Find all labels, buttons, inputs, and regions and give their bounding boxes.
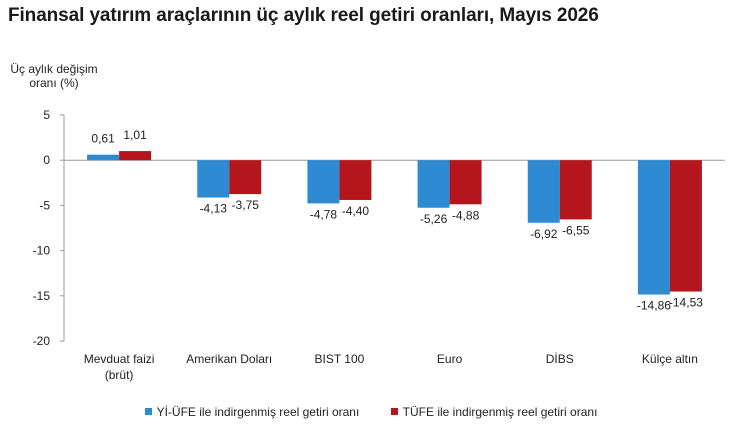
data-label: -4,40 [342, 204, 370, 218]
legend-label-tufe: TÜFE ile indirgenmiş reel getiri oranı [402, 404, 598, 419]
legend-swatch-tufe [390, 408, 398, 415]
y-tick-label: 5 [43, 108, 50, 122]
data-label: 0,61 [91, 132, 115, 146]
bar [449, 160, 482, 205]
bar [559, 160, 592, 220]
chart-title: Finansal yatırım araçlarının üç aylık re… [8, 5, 599, 26]
y-axis-label-line2: oranı (%) [29, 76, 79, 90]
x-tick-label: Amerikan Doları [186, 352, 272, 366]
bar [119, 151, 152, 161]
y-tick-label: 0 [43, 153, 50, 167]
legend-swatch-yiufe [144, 408, 152, 415]
bar [417, 160, 450, 208]
data-label: -6,92 [530, 227, 558, 241]
data-label: -3,75 [232, 198, 260, 212]
bar [339, 160, 372, 200]
bar [229, 160, 262, 195]
legend-label-yiufe: Yİ-ÜFE ile indirgenmiş reel getiri oranı [156, 404, 360, 419]
y-tick-label: -10 [33, 244, 51, 258]
y-tick-label: -20 [33, 334, 51, 348]
bar [669, 160, 702, 292]
data-label: -4,13 [200, 202, 228, 216]
y-tick-label: -5 [39, 198, 50, 212]
x-tick-label: DİBS [546, 352, 574, 366]
bar-chart: 5 0 -5 -10 -15 -20 0,61 1,01 Mevduat faizi (brüt)… [33, 108, 725, 382]
x-tick-label: Külçe altın [642, 352, 698, 366]
bar [527, 160, 560, 223]
y-axis-label-line1: Üç aylık değişim [10, 62, 98, 76]
data-label: -14,53 [669, 296, 703, 310]
y-axis-label: Üç aylık değişim oranı (%) [8, 62, 100, 90]
bar [87, 154, 120, 161]
x-tick-label: BIST 100 [315, 352, 365, 366]
data-label: -5,26 [420, 212, 448, 226]
y-tick-label: -15 [33, 289, 51, 303]
data-label: 1,01 [123, 128, 147, 142]
bar [637, 160, 670, 295]
data-label: -14,86 [637, 299, 671, 313]
bar [197, 160, 230, 198]
bar [307, 160, 340, 204]
legend: Yİ-ÜFE ile indirgenmiş reel getiri oranı… [0, 404, 742, 419]
data-label: -6,55 [562, 223, 590, 237]
legend-item-yiufe: Yİ-ÜFE ile indirgenmiş reel getiri oranı [144, 404, 360, 419]
data-label: -4,88 [452, 208, 480, 222]
x-tick-label: Euro [437, 352, 463, 366]
data-label: -4,78 [310, 207, 338, 221]
x-tick-label-line2: (brüt) [105, 368, 134, 382]
legend-item-tufe: TÜFE ile indirgenmiş reel getiri oranı [390, 404, 598, 419]
x-tick-label: Mevduat faizi [84, 352, 155, 366]
